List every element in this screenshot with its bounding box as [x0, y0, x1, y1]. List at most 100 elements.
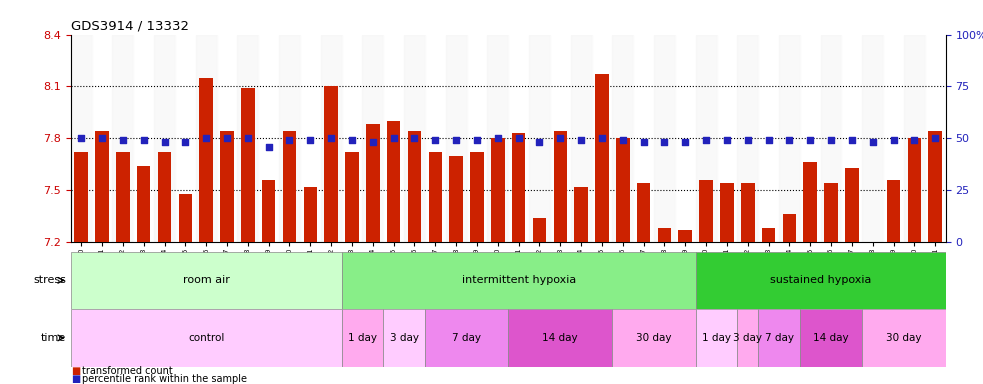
Point: [636, 139, 652, 146]
Bar: [241, 88, 255, 242]
Point: [552, 135, 568, 141]
Point: [719, 137, 734, 143]
Bar: [488, 35, 508, 242]
Bar: [71, 35, 91, 242]
Point: [448, 137, 464, 143]
Bar: [216, 35, 238, 242]
Bar: [345, 152, 359, 242]
Bar: [696, 35, 717, 242]
Point: [344, 137, 360, 143]
Bar: [741, 183, 755, 242]
Bar: [721, 183, 733, 242]
Bar: [383, 309, 425, 367]
Point: [407, 135, 423, 141]
Text: 14 day: 14 day: [813, 333, 849, 343]
Bar: [779, 35, 800, 242]
Bar: [71, 252, 341, 309]
Text: control: control: [188, 333, 224, 343]
Point: [657, 139, 672, 146]
Point: [740, 137, 756, 143]
Bar: [75, 152, 87, 242]
Bar: [800, 309, 862, 367]
Text: 14 day: 14 day: [543, 333, 578, 343]
Bar: [571, 35, 592, 242]
Text: percentile rank within the sample: percentile rank within the sample: [82, 374, 247, 384]
Text: stress: stress: [33, 275, 66, 285]
Bar: [449, 156, 463, 242]
Bar: [363, 35, 383, 242]
Bar: [887, 180, 900, 242]
Text: ■: ■: [71, 374, 80, 384]
Bar: [425, 35, 445, 242]
Point: [844, 137, 860, 143]
Point: [136, 137, 151, 143]
Bar: [612, 35, 633, 242]
Bar: [883, 35, 904, 242]
Bar: [300, 35, 320, 242]
Bar: [758, 309, 800, 367]
Bar: [800, 35, 821, 242]
Bar: [616, 138, 629, 242]
Bar: [696, 309, 737, 367]
Bar: [279, 35, 300, 242]
Bar: [803, 162, 817, 242]
Bar: [425, 309, 508, 367]
Bar: [387, 121, 400, 242]
Bar: [592, 35, 612, 242]
Bar: [512, 133, 525, 242]
Bar: [134, 35, 154, 242]
Bar: [821, 35, 841, 242]
Bar: [341, 309, 383, 367]
Bar: [470, 152, 484, 242]
Bar: [304, 187, 318, 242]
Bar: [696, 252, 946, 309]
Bar: [283, 131, 296, 242]
Bar: [137, 166, 150, 242]
Bar: [533, 218, 547, 242]
Point: [303, 137, 318, 143]
Bar: [549, 35, 571, 242]
Bar: [259, 35, 279, 242]
Point: [115, 137, 131, 143]
Bar: [116, 152, 130, 242]
Point: [199, 135, 214, 141]
Bar: [71, 309, 341, 367]
Point: [178, 139, 194, 146]
Bar: [762, 228, 776, 242]
Bar: [324, 86, 338, 242]
Text: 7 day: 7 day: [452, 333, 481, 343]
Bar: [200, 78, 213, 242]
Text: 3 day: 3 day: [733, 333, 762, 343]
Point: [532, 139, 548, 146]
Text: room air: room air: [183, 275, 230, 285]
Point: [615, 137, 631, 143]
Point: [573, 137, 589, 143]
Bar: [633, 35, 654, 242]
Bar: [717, 35, 737, 242]
Bar: [492, 138, 504, 242]
Text: intermittent hypoxia: intermittent hypoxia: [461, 275, 576, 285]
Text: 7 day: 7 day: [765, 333, 793, 343]
Point: [886, 137, 901, 143]
Bar: [429, 152, 442, 242]
Point: [469, 137, 485, 143]
Bar: [220, 131, 234, 242]
Bar: [91, 35, 112, 242]
Point: [823, 137, 838, 143]
Point: [761, 137, 777, 143]
Point: [802, 137, 818, 143]
Bar: [529, 35, 549, 242]
Bar: [175, 35, 196, 242]
Bar: [366, 124, 379, 242]
Bar: [508, 35, 529, 242]
Text: time: time: [40, 333, 66, 343]
Bar: [825, 183, 838, 242]
Text: transformed count: transformed count: [82, 366, 172, 376]
Point: [906, 137, 922, 143]
Point: [74, 135, 89, 141]
Bar: [841, 35, 862, 242]
Bar: [383, 35, 404, 242]
Text: GDS3914 / 13332: GDS3914 / 13332: [71, 19, 189, 32]
Bar: [862, 309, 946, 367]
Bar: [179, 194, 192, 242]
